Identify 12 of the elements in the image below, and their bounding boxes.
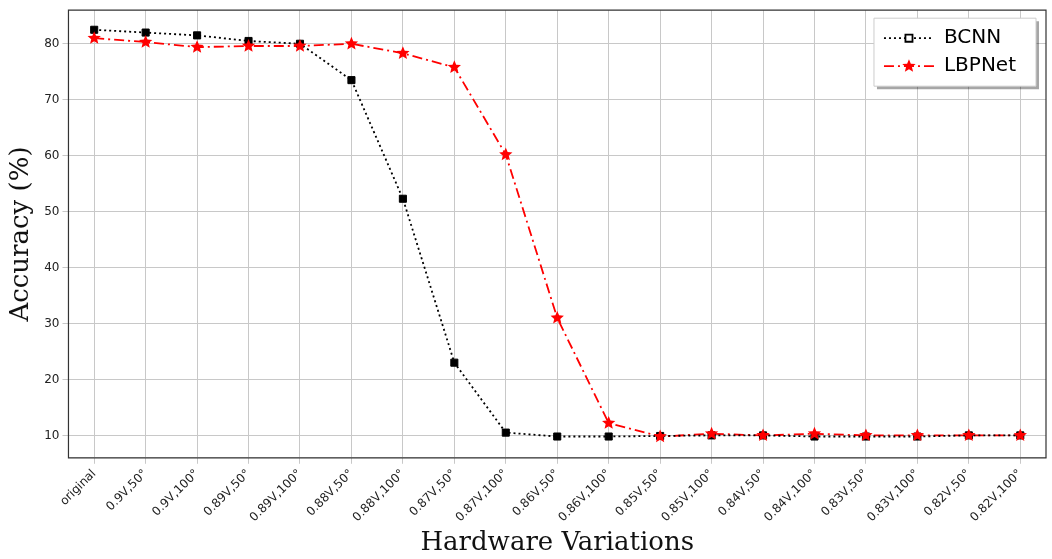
legend-label: BCNN — [943, 24, 1002, 49]
y-tick-label: 50 — [44, 203, 60, 218]
y-tick-label: 10 — [44, 427, 60, 442]
y-tick-label: 40 — [44, 259, 60, 274]
legend-label: LBPNet — [943, 52, 1017, 77]
x-axis-title: Hardware Variations — [420, 526, 695, 557]
y-tick-label: 30 — [44, 315, 60, 330]
y-tick-label: 80 — [44, 35, 60, 50]
y-tick-label: 60 — [44, 147, 60, 162]
y-tick-label: 20 — [44, 371, 60, 386]
y-axis-title: Accuracy (%) — [4, 146, 35, 323]
y-tick-label: 70 — [44, 91, 60, 106]
